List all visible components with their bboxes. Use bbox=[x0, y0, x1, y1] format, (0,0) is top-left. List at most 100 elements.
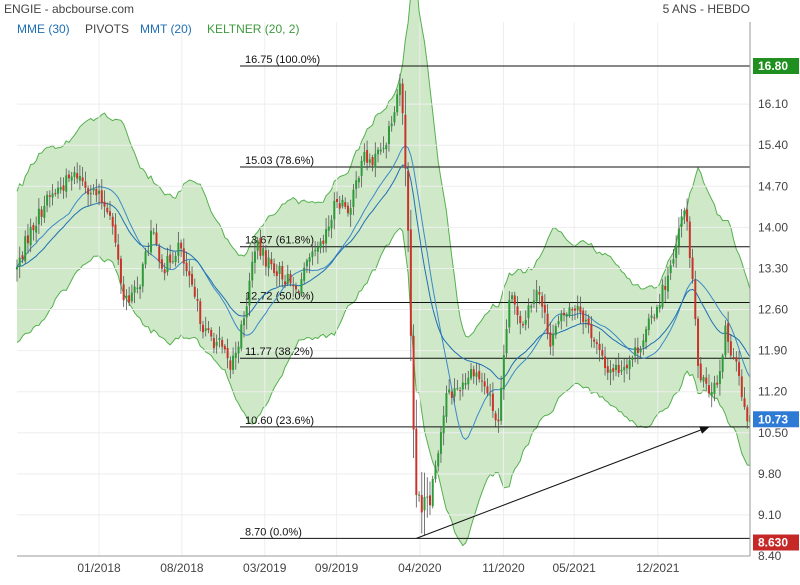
candle bbox=[541, 291, 544, 319]
candle bbox=[305, 258, 308, 273]
candle bbox=[428, 481, 431, 516]
candle bbox=[248, 272, 251, 317]
candle bbox=[631, 355, 634, 367]
candle bbox=[136, 276, 139, 294]
candle bbox=[322, 234, 325, 253]
x-tick-label: 09/2019 bbox=[315, 561, 359, 575]
candle bbox=[103, 190, 106, 218]
candle bbox=[738, 350, 741, 386]
price-tag-label: 8.630 bbox=[758, 536, 788, 550]
legend-item[interactable]: MME (30) bbox=[17, 22, 70, 36]
candle bbox=[532, 289, 535, 308]
candle bbox=[398, 73, 401, 107]
candle bbox=[642, 333, 645, 356]
candle bbox=[35, 216, 38, 243]
candle bbox=[207, 321, 210, 334]
candle bbox=[538, 285, 541, 305]
candle bbox=[314, 241, 317, 257]
candle bbox=[546, 304, 549, 340]
candle bbox=[185, 251, 188, 277]
candle bbox=[729, 334, 732, 360]
candle bbox=[221, 336, 224, 354]
candle bbox=[475, 363, 478, 386]
candle bbox=[598, 331, 601, 362]
candle bbox=[612, 363, 615, 381]
candle bbox=[505, 319, 508, 358]
candle bbox=[344, 197, 347, 210]
candle bbox=[420, 471, 423, 534]
candle bbox=[188, 260, 191, 288]
candle bbox=[311, 241, 314, 266]
keltner-band-layer bbox=[16, 0, 751, 547]
candle bbox=[423, 472, 426, 536]
candle bbox=[508, 291, 511, 334]
legend: MME (30) PIVOTS MMT (20) KELTNER (20, 2) bbox=[17, 22, 299, 36]
candle bbox=[308, 253, 311, 274]
candle bbox=[483, 373, 486, 395]
candle bbox=[527, 298, 530, 329]
candle bbox=[437, 450, 440, 472]
candle bbox=[360, 156, 363, 188]
candle bbox=[81, 166, 84, 187]
candle bbox=[377, 147, 380, 163]
candle bbox=[445, 385, 448, 423]
candle bbox=[70, 171, 73, 191]
candle bbox=[237, 341, 240, 364]
candle bbox=[519, 310, 522, 335]
candle bbox=[92, 184, 95, 195]
candle bbox=[199, 298, 202, 332]
candle bbox=[204, 316, 207, 337]
mme-line bbox=[16, 164, 751, 380]
candle bbox=[645, 326, 648, 350]
candle bbox=[502, 344, 505, 400]
candle bbox=[349, 199, 352, 227]
candle bbox=[48, 190, 51, 208]
y-tick-label: 13.30 bbox=[758, 261, 788, 275]
candle bbox=[32, 222, 35, 241]
candle bbox=[614, 358, 617, 377]
price-tag: 10.73 bbox=[753, 411, 799, 428]
candle bbox=[210, 327, 213, 342]
candle bbox=[21, 251, 24, 264]
candle bbox=[565, 312, 568, 327]
candle bbox=[16, 259, 18, 282]
candle bbox=[117, 233, 120, 265]
candle bbox=[363, 143, 366, 166]
candle bbox=[65, 168, 68, 198]
candle bbox=[448, 379, 451, 395]
legend-item[interactable]: PIVOTS bbox=[85, 22, 129, 36]
y-tick-label: 14.70 bbox=[758, 179, 788, 193]
y-tick-label: 9.10 bbox=[758, 508, 782, 522]
candle bbox=[563, 307, 566, 322]
candle bbox=[480, 372, 483, 393]
candle bbox=[543, 294, 546, 325]
price-tag-label: 10.73 bbox=[758, 412, 788, 426]
candle bbox=[171, 251, 174, 264]
candle bbox=[316, 241, 319, 264]
y-axis-area bbox=[750, 22, 800, 556]
legend-item[interactable]: MMT (20) bbox=[140, 22, 192, 36]
candle bbox=[724, 320, 727, 358]
candle bbox=[740, 369, 743, 401]
candle bbox=[240, 320, 243, 352]
x-tick-label: 12/2021 bbox=[636, 561, 680, 575]
x-tick-label: 08/2018 bbox=[160, 561, 204, 575]
candle bbox=[54, 188, 57, 197]
candle bbox=[743, 387, 746, 410]
candle bbox=[325, 218, 328, 253]
candle bbox=[218, 326, 221, 348]
candle bbox=[620, 360, 623, 375]
candle bbox=[656, 304, 659, 320]
candle bbox=[500, 375, 503, 425]
fib-level-label: 11.77 (38.2%) bbox=[245, 346, 313, 358]
candle bbox=[141, 262, 144, 293]
candle bbox=[355, 171, 358, 199]
candle bbox=[122, 276, 125, 307]
candle bbox=[111, 213, 114, 235]
fib-level-label: 16.75 (100.0%) bbox=[245, 54, 320, 66]
legend-item[interactable]: KELTNER (20, 2) bbox=[207, 22, 299, 36]
y-tick-label: 10.50 bbox=[758, 426, 788, 440]
candle bbox=[511, 292, 514, 303]
candle bbox=[253, 239, 256, 274]
candle bbox=[144, 247, 147, 269]
